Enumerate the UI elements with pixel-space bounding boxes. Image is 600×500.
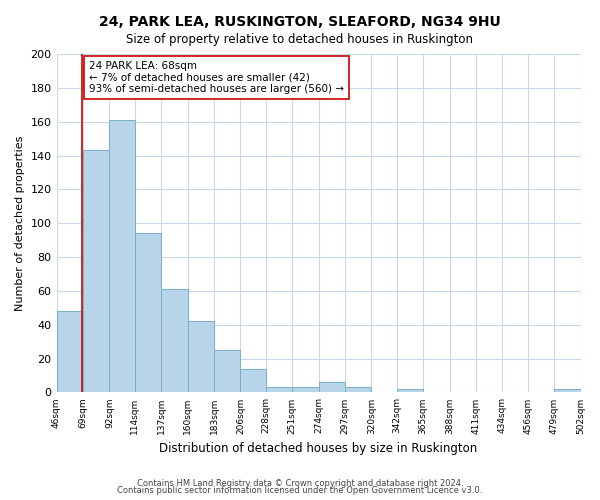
Bar [554, 389, 581, 392]
Text: Size of property relative to detached houses in Ruskington: Size of property relative to detached ho… [127, 32, 473, 46]
Text: 24, PARK LEA, RUSKINGTON, SLEAFORD, NG34 9HU: 24, PARK LEA, RUSKINGTON, SLEAFORD, NG34… [99, 15, 501, 29]
X-axis label: Distribution of detached houses by size in Ruskington: Distribution of detached houses by size … [160, 442, 478, 455]
Bar [319, 382, 345, 392]
Bar [134, 234, 161, 392]
Bar [56, 311, 83, 392]
Bar [83, 150, 109, 392]
Bar [109, 120, 134, 392]
Y-axis label: Number of detached properties: Number of detached properties [15, 136, 25, 311]
Bar [266, 388, 292, 392]
Bar [188, 322, 214, 392]
Bar [161, 289, 188, 393]
Bar [292, 388, 319, 392]
Bar [241, 368, 266, 392]
Bar [214, 350, 241, 393]
Bar [397, 389, 423, 392]
Text: Contains public sector information licensed under the Open Government Licence v3: Contains public sector information licen… [118, 486, 482, 495]
Text: Contains HM Land Registry data © Crown copyright and database right 2024.: Contains HM Land Registry data © Crown c… [137, 478, 463, 488]
Text: 24 PARK LEA: 68sqm
← 7% of detached houses are smaller (42)
93% of semi-detached: 24 PARK LEA: 68sqm ← 7% of detached hous… [89, 61, 344, 94]
Bar [345, 388, 371, 392]
